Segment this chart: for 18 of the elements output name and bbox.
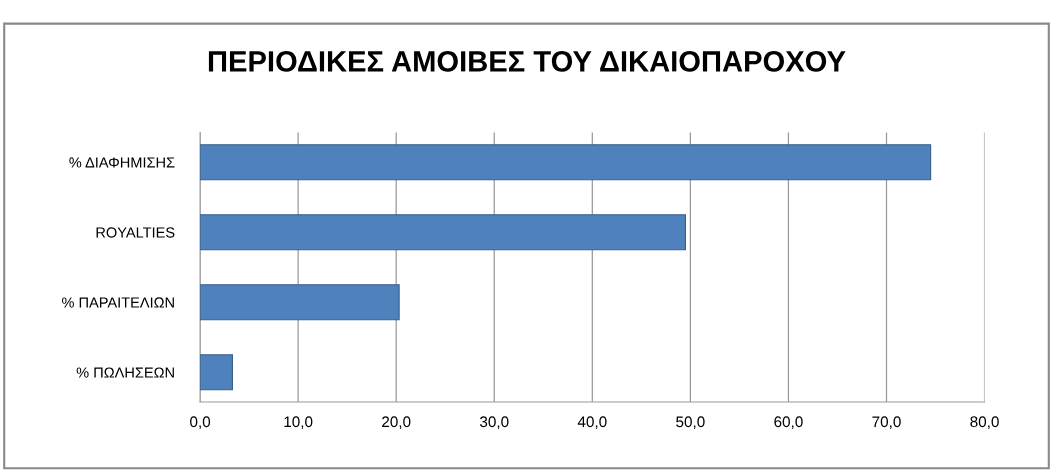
- x-tick-label: 20,0: [382, 416, 411, 429]
- x-tick-label: 10,0: [284, 416, 313, 429]
- bar: [200, 214, 687, 251]
- y-tick-label: % ΠΩΛΗΣΕΩΝ: [76, 367, 174, 378]
- bar: [200, 284, 400, 321]
- x-tick-label: 70,0: [872, 416, 901, 429]
- x-tick-label: 0,0: [190, 416, 211, 429]
- bar: [200, 354, 233, 391]
- x-tick-label: 80,0: [970, 416, 999, 429]
- y-tick-label: % ΠΑΡΑΙΤΕΛΙΩΝ: [62, 297, 174, 308]
- chart-title: ΠΕΡΙΟΔΙΚΕΣ ΑΜΟΙΒΕΣ ΤΟΥ ΔΙΚΑΙΟΠΑΡΟΧΟΥ: [208, 51, 846, 72]
- y-tick-label: ROYALTIES: [96, 227, 175, 238]
- y-tick-label: % ΔΙΑΦΗΜΙΣΗΣ: [69, 157, 175, 168]
- x-tick-label: 60,0: [774, 416, 803, 429]
- x-tick-label: 50,0: [676, 416, 705, 429]
- x-tick-label: 40,0: [577, 416, 607, 429]
- bar: [200, 144, 932, 181]
- x-tick-label: 30,0: [479, 416, 509, 429]
